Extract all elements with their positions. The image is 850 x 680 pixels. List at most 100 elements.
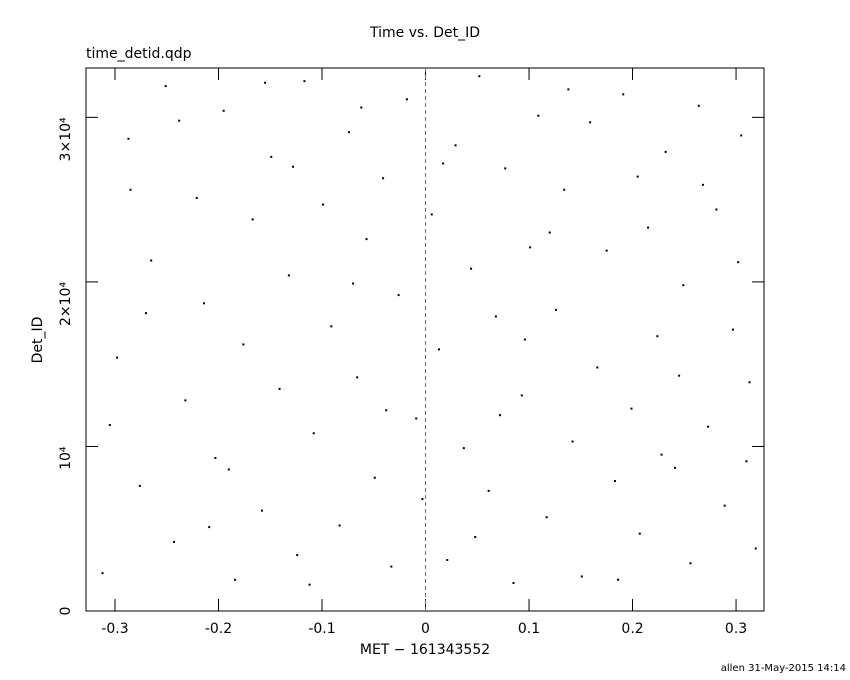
data-point xyxy=(571,440,574,443)
data-point xyxy=(129,188,132,191)
data-point xyxy=(373,476,376,479)
data-point xyxy=(520,394,523,397)
data-point xyxy=(365,238,368,241)
data-point xyxy=(656,335,659,338)
data-point xyxy=(322,203,325,206)
data-point xyxy=(303,80,306,83)
data-point xyxy=(723,504,726,507)
data-point xyxy=(499,414,502,417)
x-tick-label: -0.3 xyxy=(101,621,128,637)
data-point xyxy=(251,218,254,221)
data-point xyxy=(462,447,465,450)
data-point xyxy=(454,144,457,147)
data-point xyxy=(227,468,230,471)
data-point xyxy=(430,213,433,216)
data-point xyxy=(512,582,515,585)
data-point xyxy=(554,308,557,311)
data-point xyxy=(707,425,710,428)
data-point xyxy=(287,274,290,277)
data-point xyxy=(312,432,315,435)
data-point xyxy=(567,88,570,91)
data-point xyxy=(108,424,111,427)
data-point xyxy=(405,98,408,101)
data-point xyxy=(737,261,740,264)
data-point xyxy=(529,246,532,249)
data-point xyxy=(474,535,477,538)
plot-frame xyxy=(85,67,765,612)
data-point xyxy=(636,175,639,178)
data-point xyxy=(617,578,620,581)
data-point xyxy=(164,85,167,88)
data-point xyxy=(731,328,734,331)
data-point xyxy=(740,134,743,137)
data-point xyxy=(292,165,295,168)
data-point xyxy=(116,356,119,359)
chart-title: Time vs. Det_ID xyxy=(369,25,480,41)
chart-subtitle: time_detid.qdp xyxy=(86,46,192,62)
data-point xyxy=(660,453,663,456)
x-tick-label: 0.3 xyxy=(725,621,747,637)
y-axis-label: Det_ID xyxy=(30,317,46,364)
data-point xyxy=(548,231,551,234)
data-point xyxy=(754,547,757,550)
data-point xyxy=(260,509,263,512)
data-point xyxy=(415,417,418,420)
data-point xyxy=(101,572,104,575)
data-point xyxy=(580,575,583,578)
data-point xyxy=(673,466,676,469)
y-tick-label: 10⁴ xyxy=(58,446,74,470)
data-point xyxy=(678,374,681,377)
data-point xyxy=(356,376,359,379)
footer: allen 31-May-2015 14:14 xyxy=(721,663,846,674)
data-point xyxy=(360,106,363,109)
data-point xyxy=(638,532,641,535)
data-point xyxy=(545,516,548,519)
data-point xyxy=(446,558,449,561)
data-point xyxy=(701,183,704,186)
data-point xyxy=(613,480,616,483)
data-point xyxy=(487,489,490,492)
x-tick-label: 0.2 xyxy=(621,621,643,637)
x-tick-label: -0.2 xyxy=(205,621,232,637)
data-point xyxy=(397,294,400,297)
data-point xyxy=(537,114,540,117)
x-tick-label: 0 xyxy=(421,621,430,637)
data-point xyxy=(242,343,245,346)
data-point xyxy=(494,315,497,318)
data-point xyxy=(264,81,267,84)
data-point xyxy=(184,399,187,402)
data-point xyxy=(390,565,393,568)
data-point xyxy=(296,554,299,557)
data-point xyxy=(308,583,311,586)
x-axis-label: MET − 161343552 xyxy=(360,642,490,658)
data-point xyxy=(338,524,341,527)
data-point xyxy=(748,381,751,384)
data-point xyxy=(442,162,445,165)
x-tick-label: 0.1 xyxy=(518,621,540,637)
data-point xyxy=(195,196,198,199)
data-point xyxy=(278,387,281,390)
data-point xyxy=(382,177,385,180)
data-point xyxy=(385,409,388,412)
data-point xyxy=(178,119,181,122)
data-point xyxy=(330,325,333,328)
data-point xyxy=(150,259,153,262)
data-point xyxy=(523,338,526,341)
data-point xyxy=(697,104,700,107)
data-point xyxy=(605,249,608,252)
y-tick-label: 0 xyxy=(58,607,74,616)
data-point xyxy=(270,155,273,158)
data-point xyxy=(234,578,237,581)
data-point xyxy=(622,93,625,96)
data-point xyxy=(470,267,473,270)
data-point xyxy=(347,131,350,134)
data-point xyxy=(647,226,650,229)
data-point xyxy=(682,284,685,287)
data-point xyxy=(563,188,566,191)
data-point xyxy=(127,137,130,140)
data-point xyxy=(504,167,507,170)
data-point xyxy=(145,312,148,315)
data-point xyxy=(630,407,633,410)
